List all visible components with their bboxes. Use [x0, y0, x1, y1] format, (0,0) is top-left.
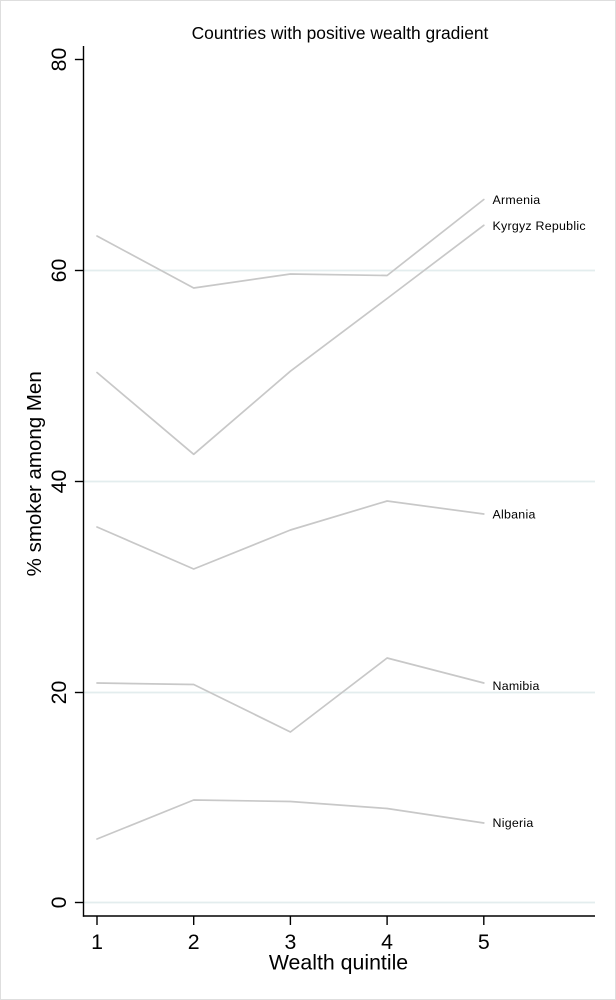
svg-text:60: 60 [47, 259, 71, 283]
svg-text:Albania: Albania [493, 508, 536, 522]
svg-text:% smoker among Men: % smoker among Men [23, 371, 46, 576]
svg-text:0: 0 [47, 896, 71, 908]
svg-text:2: 2 [188, 930, 200, 954]
svg-text:Nigeria: Nigeria [493, 816, 534, 830]
svg-text:5: 5 [478, 930, 490, 954]
svg-text:Wealth quintile: Wealth quintile [269, 951, 408, 975]
svg-text:4: 4 [381, 930, 393, 954]
svg-text:Armenia: Armenia [493, 193, 541, 207]
svg-text:Countries with positive wealth: Countries with positive wealth gradient [192, 23, 489, 43]
svg-text:3: 3 [284, 930, 296, 954]
svg-text:Kyrgyz Republic: Kyrgyz Republic [493, 219, 586, 233]
svg-text:80: 80 [47, 48, 71, 72]
svg-text:20: 20 [47, 681, 71, 705]
svg-text:Namibia: Namibia [493, 679, 540, 693]
svg-text:1: 1 [91, 930, 103, 954]
svg-text:40: 40 [47, 470, 71, 494]
